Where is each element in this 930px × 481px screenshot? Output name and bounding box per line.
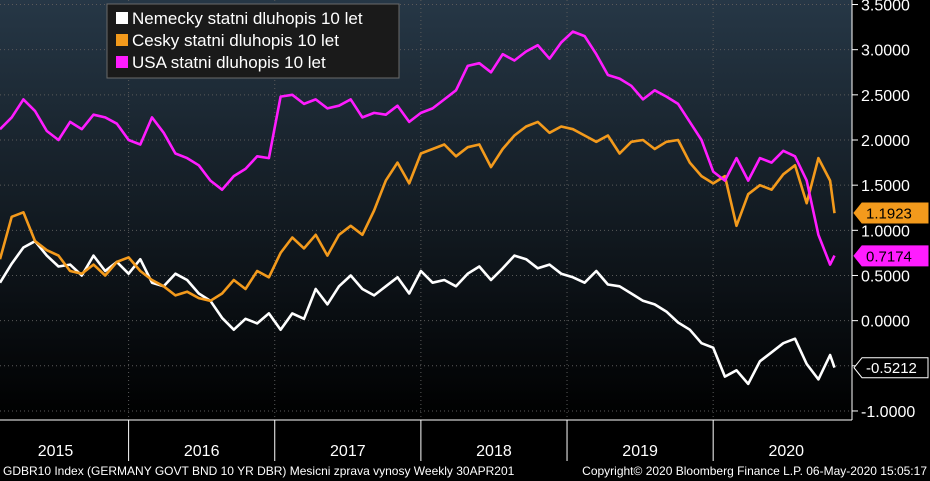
x-tick-label: 2017 [330, 443, 366, 460]
y-tick-label: 1.5000 [861, 178, 910, 195]
last-value-label: 0.7174 [866, 248, 912, 265]
footer-bar: GDBR10 Index (GERMANY GOVT BND 10 YR DBR… [0, 462, 930, 481]
last-value-tags: -0.5212 1.1923 0.7174 [853, 202, 929, 379]
last-value-tag-bg [853, 245, 929, 267]
last-value-tag-0: -0.5212 [853, 357, 929, 379]
x-tick-label: 2020 [768, 443, 804, 460]
legend-swatch [116, 34, 128, 46]
x-axis: 2015 2016 2017 2018 2019 2020 [0, 419, 852, 461]
y-tick-label: 2.0000 [861, 133, 910, 150]
footer-copyright: Copyright© 2020 Bloomberg Finance L.P. 0… [582, 464, 927, 478]
x-tick-label: 2019 [622, 443, 658, 460]
y-tick-label: 1.0000 [861, 223, 910, 240]
legend-box [106, 3, 400, 79]
last-value-label: -0.5212 [866, 360, 917, 377]
x-tick-label: 2015 [38, 443, 74, 460]
series-line-0 [0, 239, 836, 386]
y-tick-label: -1.0000 [861, 404, 915, 421]
last-value-tag-1: 1.1923 [853, 202, 929, 224]
legend-label: Cesky statni dluhopis 10 let [132, 31, 339, 50]
legend-swatch [116, 12, 128, 24]
last-value-label: 1.1923 [866, 205, 912, 222]
series-lines [0, 30, 836, 386]
y-tick-label: 0.5000 [861, 268, 910, 285]
footer-source: GDBR10 Index (GERMANY GOVT BND 10 YR DBR… [3, 464, 515, 478]
y-tick-label: 3.5000 [861, 0, 910, 15]
legend: Nemecky statni dluhopis 10 let Cesky stat… [106, 3, 400, 79]
last-value-tag-2: 0.7174 [853, 245, 929, 267]
y-tick-label: 0.0000 [861, 314, 910, 331]
x-tick-label: 2016 [184, 443, 220, 460]
last-value-tag-bg [853, 357, 929, 379]
yield-chart: 3.5000 3.0000 2.5000 2.0000 1.5000 1.0000 0.50… [0, 0, 929, 461]
y-tick-label: 3.0000 [861, 43, 910, 60]
x-tick-label: 2018 [476, 443, 512, 460]
series-line-2 [0, 30, 836, 266]
legend-label: Nemecky statni dluhopis 10 let [132, 9, 363, 28]
legend-label: USA statni dluhopis 10 let [132, 53, 326, 72]
last-value-tag-bg [853, 202, 929, 224]
legend-swatch [116, 56, 128, 68]
y-tick-label: 2.5000 [861, 88, 910, 105]
series-line-1 [0, 120, 836, 303]
